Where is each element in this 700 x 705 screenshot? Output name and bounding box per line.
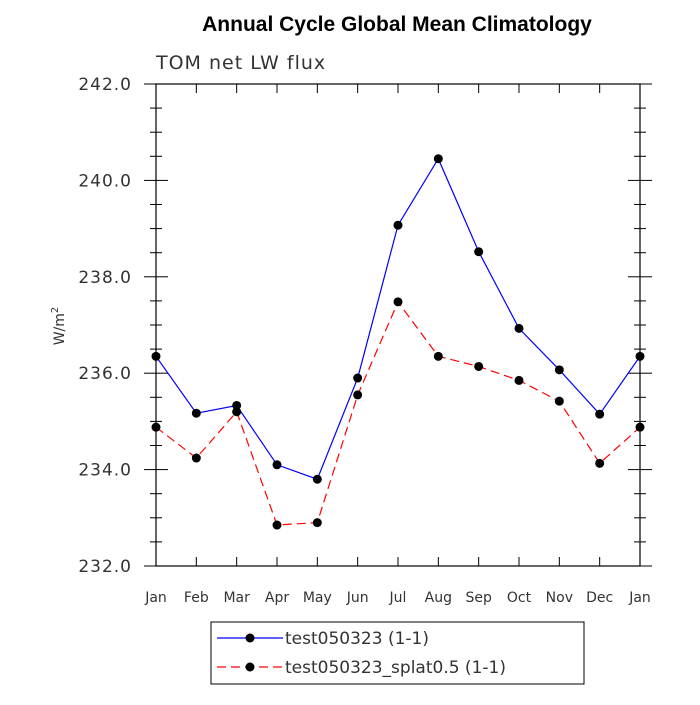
series-2-point bbox=[151, 422, 161, 432]
y-axis-label-unit: W/m bbox=[52, 313, 68, 345]
series-layer bbox=[151, 154, 645, 530]
x-tick-label: Dec bbox=[586, 590, 613, 606]
series-1-point bbox=[393, 220, 403, 230]
y-tick-label: 232.0 bbox=[78, 557, 132, 577]
x-tick-label: Jan bbox=[628, 590, 651, 606]
x-tick-label: Jun bbox=[346, 590, 369, 606]
x-tick-label: Apr bbox=[265, 590, 289, 606]
legend: test050323 (1-1) test050323_splat0.5 (1-1… bbox=[210, 621, 585, 685]
series-1-point bbox=[312, 474, 322, 484]
x-tick-label: Aug bbox=[425, 590, 452, 606]
series-1-point bbox=[353, 373, 363, 383]
plot-frame bbox=[155, 83, 641, 567]
series-2-point bbox=[191, 453, 201, 463]
legend-marker-2 bbox=[245, 662, 255, 672]
x-tick-label: Jan bbox=[144, 590, 167, 606]
legend-marker-1 bbox=[245, 633, 255, 643]
series-2-point bbox=[433, 351, 443, 361]
y-axis-label-exponent: 2 bbox=[50, 307, 61, 313]
x-tick-label: Nov bbox=[546, 590, 573, 606]
x-tick-label: Mar bbox=[223, 590, 250, 606]
series-1-point bbox=[191, 408, 201, 418]
y-tick-label: 242.0 bbox=[78, 75, 132, 95]
x-tick-label: Feb bbox=[184, 590, 209, 606]
series-2-point bbox=[635, 422, 645, 432]
x-tick-label: Jul bbox=[389, 590, 407, 606]
series-1-point bbox=[474, 247, 484, 257]
y-axis-label: W/m2 bbox=[50, 307, 68, 346]
series-2-point bbox=[272, 520, 282, 530]
y-tick-label: 238.0 bbox=[78, 268, 132, 288]
series-2-point bbox=[232, 407, 242, 417]
series-1-point bbox=[232, 400, 242, 410]
series-2-point bbox=[595, 458, 605, 468]
y-tick-label: 236.0 bbox=[78, 364, 132, 384]
legend-label-2: test050323_splat0.5 (1-1) bbox=[285, 658, 506, 678]
legend-label-1: test050323 (1-1) bbox=[285, 629, 429, 649]
x-tick-label: May bbox=[303, 590, 332, 606]
x-tick-label: Oct bbox=[507, 590, 532, 606]
series-2-point bbox=[474, 361, 484, 371]
series-line-1 bbox=[155, 157, 641, 480]
y-tick-label: 240.0 bbox=[78, 171, 132, 191]
series-2-point bbox=[312, 518, 322, 528]
series-1-point bbox=[272, 460, 282, 470]
series-2-point bbox=[353, 390, 363, 400]
series-1-point bbox=[151, 351, 161, 361]
series-1-point bbox=[433, 154, 443, 164]
x-tick-label: Sep bbox=[465, 590, 492, 606]
axes: Jan Feb Mar Apr May Jun Jul Aug Sep Oct Nov Dec Jan 2… bbox=[78, 75, 652, 606]
y-tick-label: 234.0 bbox=[78, 461, 132, 481]
chart-title: Annual Cycle Global Mean Climatology bbox=[202, 13, 592, 36]
series-1-point bbox=[595, 409, 605, 419]
series-2-point bbox=[393, 297, 403, 307]
series-2-point bbox=[554, 396, 564, 406]
chart-subtitle: TOM net LW flux bbox=[155, 52, 326, 74]
series-1-point bbox=[635, 351, 645, 361]
legend-box bbox=[210, 621, 585, 685]
series-2-point bbox=[514, 375, 524, 385]
series-1-point bbox=[554, 365, 564, 375]
series-line-2 bbox=[155, 300, 641, 526]
series-1-point bbox=[514, 323, 524, 333]
